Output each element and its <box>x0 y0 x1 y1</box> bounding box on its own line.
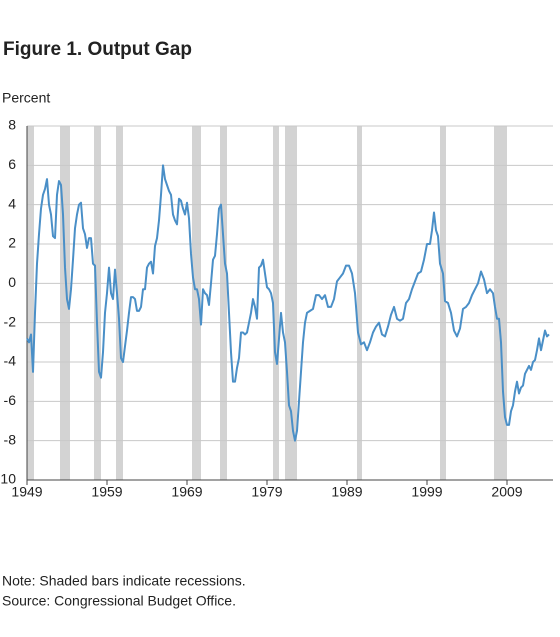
y-axis-label: Percent <box>2 90 50 106</box>
recession-bar <box>192 126 201 480</box>
output-gap-line <box>26 164 550 442</box>
x-tick-label: 1959 <box>91 484 122 500</box>
x-tick-label: 1949 <box>11 484 42 500</box>
x-tick-label: 1979 <box>251 484 282 500</box>
x-tick-label: 1989 <box>331 484 362 500</box>
y-tick-label: 4 <box>8 195 16 211</box>
y-tick-label: -10 <box>0 471 16 487</box>
recession-bar <box>357 126 362 480</box>
source: Source: Congressional Budget Office. <box>2 593 236 609</box>
x-tick-label: 1969 <box>171 484 202 500</box>
y-tick-label: -2 <box>4 313 17 329</box>
recession-bar <box>273 126 279 480</box>
y-tick-label: -6 <box>4 392 17 408</box>
y-tick-label: 6 <box>8 156 16 172</box>
note: Note: Shaded bars indicate recessions. <box>2 573 246 589</box>
x-tick-label: 1999 <box>411 484 442 500</box>
x-tick-label: 2009 <box>491 484 522 500</box>
y-tick-label: 0 <box>8 274 16 290</box>
recession-bar <box>440 126 446 480</box>
recession-bar <box>220 126 227 480</box>
recession-bar <box>494 126 507 480</box>
recession-bar <box>27 126 34 480</box>
recession-bar <box>116 126 123 480</box>
recession-bar <box>60 126 70 480</box>
y-tick-label: 8 <box>8 117 16 133</box>
y-tick-label: -4 <box>4 353 17 369</box>
chart-title: Figure 1. Output Gap <box>3 39 192 60</box>
recession-bar <box>285 126 297 480</box>
recession-bar <box>94 126 101 480</box>
y-tick-label: 2 <box>8 235 16 251</box>
y-tick-label: -8 <box>4 431 17 447</box>
